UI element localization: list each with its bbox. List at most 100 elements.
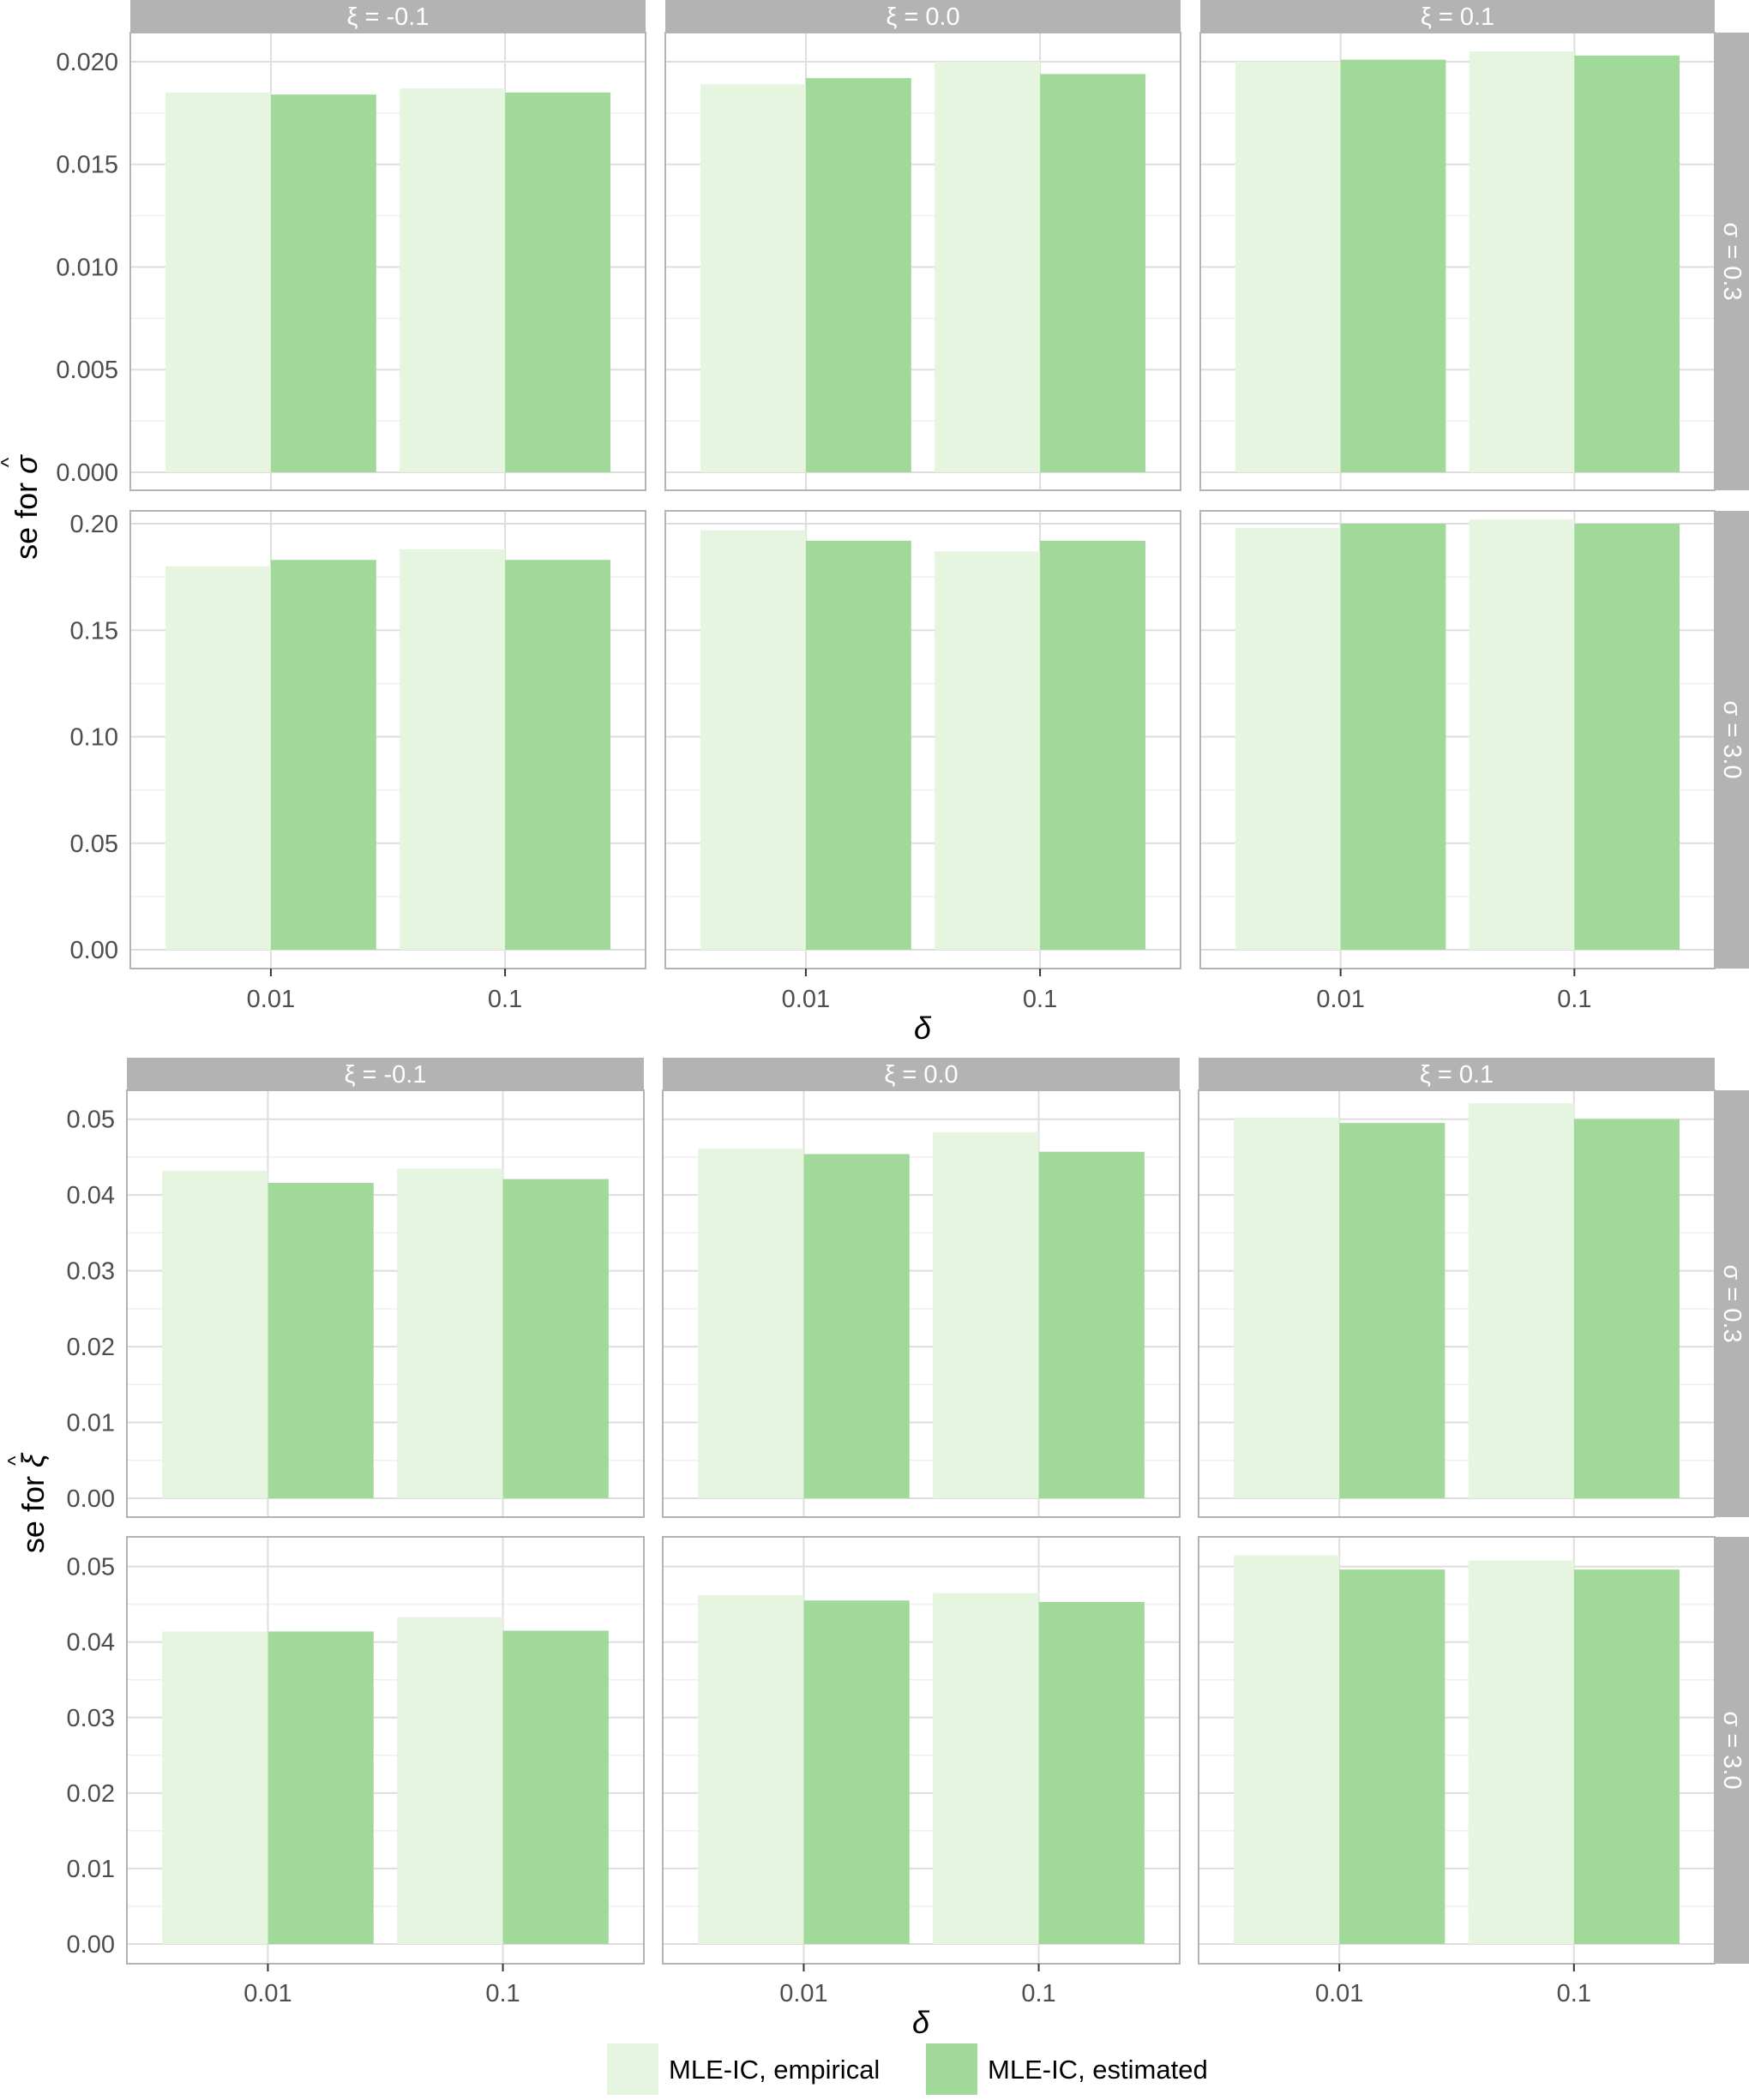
y-tick-label: 0.00 xyxy=(70,937,118,964)
x-tick-label: 0.01 xyxy=(243,1980,292,2007)
x-tick-label: 0.01 xyxy=(782,986,830,1013)
panel-r1-c2 xyxy=(665,33,1181,490)
bar-empirical-0.1 xyxy=(933,1132,1038,1498)
panel-r1-c1 xyxy=(127,1090,644,1517)
bar-estimated-0.1 xyxy=(505,93,610,472)
y-tick-label: 0.04 xyxy=(67,1182,115,1209)
x-tick-label: 0.01 xyxy=(1315,1980,1363,2007)
bar-estimated-0.01 xyxy=(1341,60,1446,472)
x-tick-label: 0.1 xyxy=(1023,986,1057,1013)
bar-estimated-0.1 xyxy=(1040,74,1145,472)
panel-r1-c3 xyxy=(1199,1090,1715,1517)
bar-estimated-0.1 xyxy=(1574,1569,1680,1944)
bar-empirical-0.1 xyxy=(397,1168,502,1498)
bar-estimated-0.1 xyxy=(1574,56,1680,472)
y-tick-label: 0.020 xyxy=(56,49,118,76)
y-tick-label: 0.02 xyxy=(67,1334,115,1361)
y-tick-label: 0.01 xyxy=(67,1410,115,1437)
bar-empirical-0.1 xyxy=(400,88,505,472)
bar-empirical-0.1 xyxy=(397,1617,502,1944)
bar-empirical-0.01 xyxy=(162,1631,267,1944)
facet-label-col-2: ξ = 0.0 xyxy=(886,3,959,31)
bar-estimated-0.01 xyxy=(1339,1123,1445,1498)
y-tick-label: 0.05 xyxy=(70,831,118,858)
y-tick-label: 0.05 xyxy=(67,1107,115,1134)
x-tick-label: 0.1 xyxy=(488,986,522,1013)
bar-estimated-0.01 xyxy=(267,1183,373,1498)
panel-r2-c3 xyxy=(1199,1537,1715,1964)
bar-empirical-0.01 xyxy=(1234,1555,1339,1944)
bar-estimated-0.1 xyxy=(1039,1602,1145,1944)
panel-r1-c2 xyxy=(663,1090,1180,1517)
bar-empirical-0.01 xyxy=(700,84,806,472)
panel-r1-c3 xyxy=(1200,33,1715,490)
bar-estimated-0.1 xyxy=(1040,541,1145,950)
bar-empirical-0.01 xyxy=(1234,1118,1339,1498)
y-tick-label: 0.010 xyxy=(56,254,118,281)
x-tick-label: 0.1 xyxy=(485,1980,520,2007)
panel-r2-c2 xyxy=(665,511,1181,969)
legend: MLE-IC, empirical MLE-IC, estimated xyxy=(607,2043,1208,2095)
bar-estimated-0.1 xyxy=(505,560,610,950)
y-tick-label: 0.04 xyxy=(67,1629,115,1657)
y-tick-label: 0.10 xyxy=(70,724,118,752)
y-tick-label: 0.20 xyxy=(70,511,118,538)
y-tick-label: 0.015 xyxy=(56,152,118,179)
bar-empirical-0.01 xyxy=(1235,528,1341,950)
y-axis-label-hat: ^ xyxy=(0,457,21,467)
bar-empirical-0.1 xyxy=(1470,519,1575,950)
bar-estimated-0.1 xyxy=(1574,524,1680,950)
panel-r2-c1 xyxy=(127,1537,644,1964)
facet-label-col-3: ξ = 0.1 xyxy=(1421,3,1494,31)
bar-estimated-0.1 xyxy=(1574,1119,1680,1498)
bar-estimated-0.01 xyxy=(1339,1569,1445,1944)
bar-estimated-0.01 xyxy=(267,1631,373,1944)
x-tick-label: 0.1 xyxy=(1021,1980,1055,2007)
x-axis-label: δ xyxy=(912,2005,930,2040)
x-tick-label: 0.01 xyxy=(779,1980,827,2007)
y-tick-label: 0.03 xyxy=(67,1705,115,1732)
bar-estimated-0.1 xyxy=(503,1179,609,1498)
y-tick-label: 0.05 xyxy=(67,1554,115,1581)
legend-label-1: MLE-IC, empirical xyxy=(669,2055,880,2085)
facet-label-col-1: ξ = -0.1 xyxy=(344,1061,426,1089)
y-axis-label: se for σ^ xyxy=(0,454,44,560)
bar-empirical-0.01 xyxy=(1235,62,1341,472)
bar-estimated-0.1 xyxy=(1039,1152,1145,1498)
bar-empirical-0.1 xyxy=(1469,1103,1574,1498)
bar-empirical-0.01 xyxy=(165,93,271,472)
panel-r2-c3 xyxy=(1200,511,1715,969)
legend-key-2 xyxy=(926,2043,977,2095)
y-axis-label: se for ξ^ xyxy=(4,1452,51,1553)
y-axis-label-space xyxy=(15,1467,51,1476)
bar-empirical-0.01 xyxy=(165,567,271,950)
bar-estimated-0.01 xyxy=(271,560,376,950)
y-tick-label: 0.03 xyxy=(67,1258,115,1286)
x-axis-label: δ xyxy=(914,1011,932,1046)
bar-empirical-0.1 xyxy=(935,551,1040,950)
y-tick-label: 0.00 xyxy=(67,1485,115,1513)
facet-label-row-1: σ = 0.3 xyxy=(1718,1264,1746,1342)
bar-empirical-0.01 xyxy=(162,1171,267,1498)
x-tick-label: 0.1 xyxy=(1557,1980,1591,2007)
y-tick-label: 0.15 xyxy=(70,617,118,645)
facet-label-row-2: σ = 3.0 xyxy=(1718,700,1746,778)
x-tick-label: 0.01 xyxy=(247,986,295,1013)
panel-r2-c2 xyxy=(663,1537,1180,1964)
bar-estimated-0.01 xyxy=(1341,524,1446,950)
y-axis-label-hat: ^ xyxy=(4,1455,27,1466)
facet-label-col-2: ξ = 0.0 xyxy=(884,1061,958,1089)
y-axis-label-text: se for xyxy=(15,1476,51,1553)
legend-key-1 xyxy=(607,2043,658,2095)
bar-empirical-0.1 xyxy=(1469,1561,1574,1944)
y-tick-label: 0.000 xyxy=(56,459,118,487)
legend-label-2: MLE-IC, estimated xyxy=(988,2055,1208,2085)
bar-estimated-0.01 xyxy=(806,541,911,950)
bar-empirical-0.1 xyxy=(1470,51,1575,472)
y-tick-label: 0.01 xyxy=(67,1856,115,1883)
bar-empirical-0.01 xyxy=(698,1595,803,1944)
